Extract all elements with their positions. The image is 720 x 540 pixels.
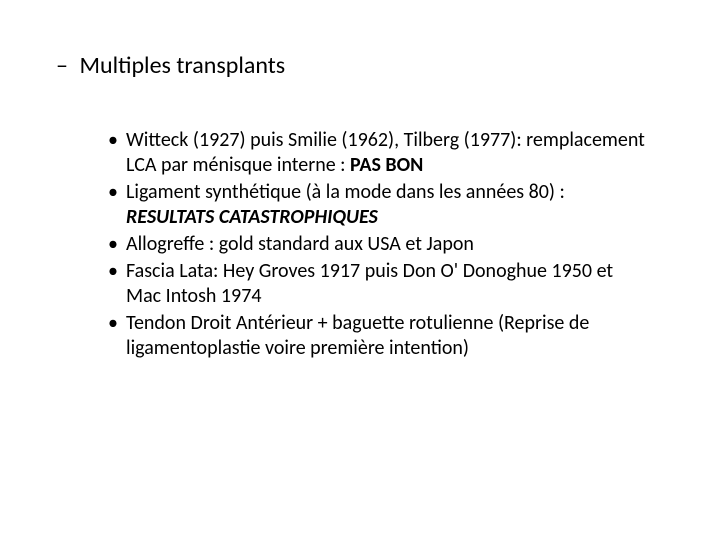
bullet-text-pre: Tendon Droit Antérieur + baguette rotuli… — [126, 311, 589, 360]
slide: – Multiples transplants Witteck (1927) p… — [0, 0, 720, 540]
list-item: Ligament synthétique (à la mode dans les… — [108, 180, 648, 230]
list-item: Witteck (1927) puis Smilie (1962), Tilbe… — [108, 128, 648, 178]
heading-text: Multiples transplants — [79, 51, 285, 80]
list-item: Tendon Droit Antérieur + baguette rotuli… — [108, 311, 648, 361]
bullet-text-emph: PAS BON — [350, 153, 423, 177]
slide-heading: – Multiples transplants — [56, 52, 285, 81]
bullet-text-pre: Fascia Lata: Hey Groves 1917 puis Don O'… — [126, 259, 613, 308]
bullet-text-pre: Ligament synthétique (à la mode dans les… — [126, 180, 565, 204]
list-item: Allogreffe : gold standard aux USA et Ja… — [108, 232, 648, 257]
heading-dash: – — [56, 52, 74, 81]
bullet-text-emph: RESULTATS CATASTROPHIQUES — [126, 205, 378, 229]
bullet-text-pre: Allogreffe : gold standard aux USA et Ja… — [126, 232, 474, 256]
list-item: Fascia Lata: Hey Groves 1917 puis Don O'… — [108, 259, 648, 309]
bullet-list: Witteck (1927) puis Smilie (1962), Tilbe… — [108, 128, 648, 363]
